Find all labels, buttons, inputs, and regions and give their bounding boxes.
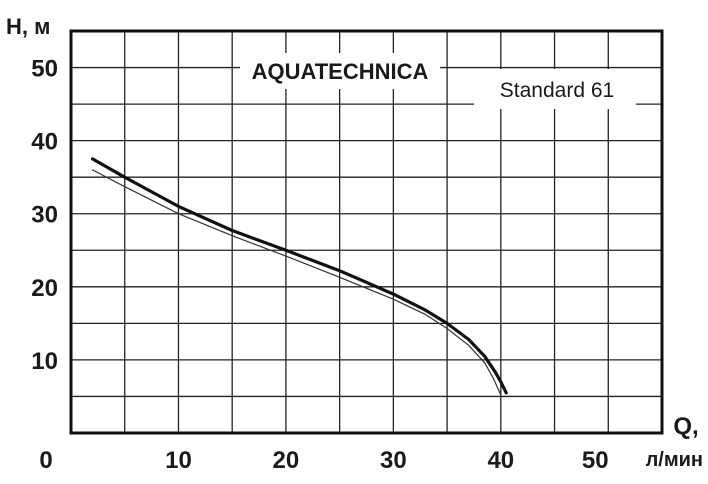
y-tick-label: 40 [31, 129, 58, 156]
x-tick-label: 40 [487, 447, 514, 474]
model-label: Standard 61 [500, 79, 614, 102]
performance-curve-thick [90, 157, 508, 395]
y-tick-label: 10 [31, 348, 58, 375]
x-tick-label: 10 [165, 447, 192, 474]
brand-label-background [240, 53, 440, 89]
y-tick-label: 20 [31, 275, 58, 302]
grid-lines [71, 31, 662, 433]
x-tick-label: 50 [582, 447, 609, 474]
y-tick-label: 50 [31, 56, 58, 83]
x-axis-symbol: Q, [673, 413, 698, 440]
y-tick-labels: 10 20 30 40 50 [31, 56, 58, 375]
x-tick-label: 20 [273, 447, 300, 474]
x-tick-label: 0 [39, 447, 52, 474]
model-label-background [474, 69, 636, 109]
y-axis-title: Н, м [6, 14, 50, 39]
brand-label: AQUATECHNICA [252, 59, 429, 84]
performance-curve-thin [91, 169, 502, 396]
y-tick-label: 30 [31, 202, 58, 229]
x-tick-label: 30 [380, 447, 407, 474]
x-tick-labels: 0 10 20 30 40 50 [39, 447, 608, 474]
x-axis-unit: л/мин [646, 449, 703, 471]
series-layer [90, 157, 508, 396]
plot-frame [69, 29, 664, 435]
